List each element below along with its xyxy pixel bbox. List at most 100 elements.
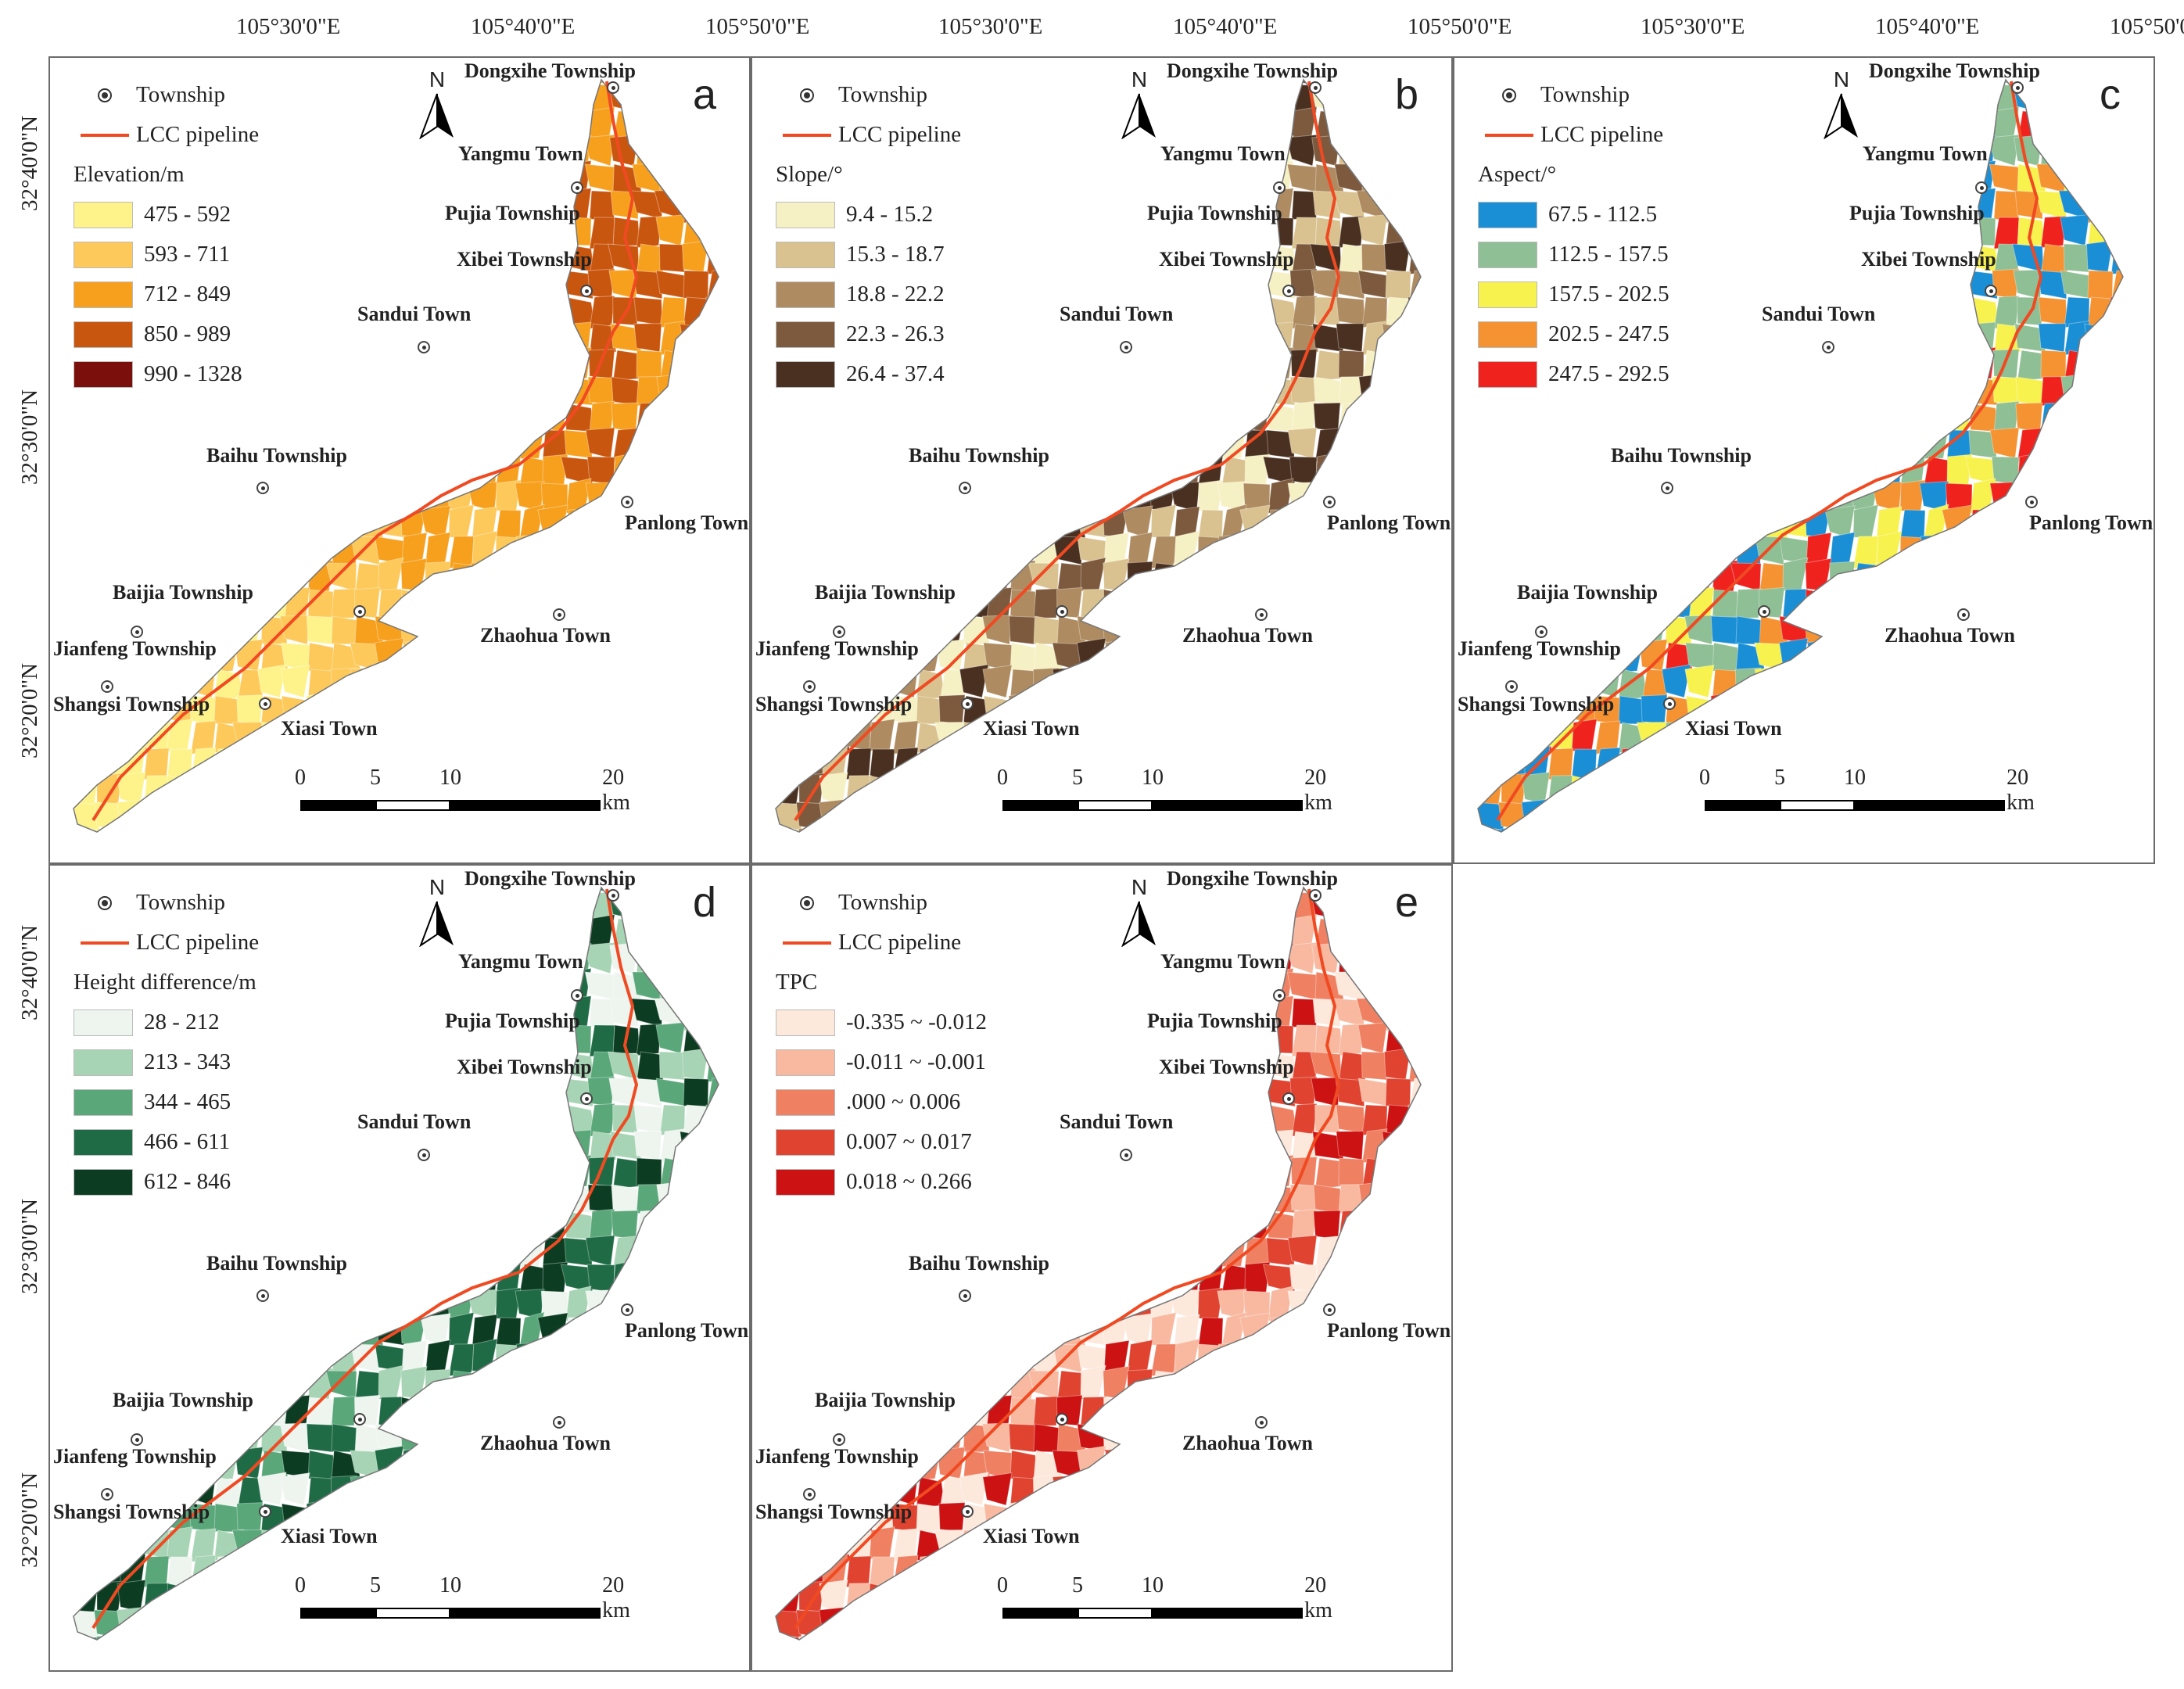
terrain-unit xyxy=(1338,1157,1365,1187)
terrain-unit xyxy=(1006,243,1036,273)
terrain-unit xyxy=(961,1370,989,1400)
terrain-unit xyxy=(1268,1370,1294,1400)
terrain-unit xyxy=(1408,722,1421,752)
terrain-unit xyxy=(1408,1450,1421,1483)
corridor-boundary xyxy=(73,886,719,1641)
terrain-unit xyxy=(1829,722,1856,751)
terrain-unit xyxy=(583,134,615,167)
terrain-unit xyxy=(705,1184,719,1214)
terrain-unit xyxy=(1006,482,1038,512)
map-legend: Township LCC pipeline Height difference/… xyxy=(74,883,259,1202)
terrain-unit xyxy=(349,137,381,167)
terrain-unit xyxy=(1782,665,1809,700)
terrain-unit xyxy=(231,610,264,645)
terrain-unit xyxy=(1826,589,1856,619)
terrain-unit xyxy=(115,480,146,512)
terrain-unit xyxy=(1778,637,1809,672)
north-arrow-icon xyxy=(1823,93,1858,140)
terrain-unit xyxy=(819,1606,848,1639)
terrain-unit xyxy=(1192,891,1226,921)
terrain-unit xyxy=(986,345,1013,379)
terrain-unit xyxy=(2017,588,2043,619)
terrain-unit xyxy=(1501,453,1527,486)
terrain-unit xyxy=(1078,1184,1106,1214)
terrain-unit xyxy=(260,1317,287,1347)
legend-class-label: 0.018 ~ 0.266 xyxy=(846,1169,972,1194)
terrain-unit xyxy=(1335,716,1365,751)
terrain-unit xyxy=(493,1501,522,1533)
terrain-unit xyxy=(167,1210,196,1240)
terrain-unit xyxy=(400,1423,429,1453)
terrain-unit xyxy=(540,1127,568,1160)
terrain-unit xyxy=(2017,638,2043,674)
town-label: Xibei Township xyxy=(1159,1056,1294,1078)
terrain-unit xyxy=(448,1131,478,1161)
terrain-unit xyxy=(1361,243,1388,273)
terrain-unit xyxy=(255,888,287,895)
terrain-unit xyxy=(1268,1503,1297,1537)
terrain-unit xyxy=(74,1528,99,1561)
terrain-unit xyxy=(1147,348,1177,379)
terrain-unit xyxy=(260,1157,289,1187)
terrain-unit xyxy=(1336,828,1365,832)
terrain-unit xyxy=(1006,1633,1036,1640)
terrain-unit xyxy=(1314,638,1341,674)
terrain-unit xyxy=(1193,971,1224,1001)
terrain-unit xyxy=(1337,1289,1365,1320)
terrain-unit xyxy=(307,531,334,565)
terrain-unit xyxy=(1684,558,1715,592)
terrain-unit xyxy=(1080,557,1106,592)
terrain-unit xyxy=(683,801,712,832)
terrain-unit xyxy=(1806,185,1832,220)
terrain-unit xyxy=(472,828,500,832)
town-label: Baijia Township xyxy=(815,581,956,604)
terrain-unit xyxy=(518,1396,545,1429)
terrain-unit xyxy=(776,1076,778,1107)
terrain-unit xyxy=(659,137,688,167)
latitude-label: 32°20'0"N xyxy=(17,662,42,758)
terrain-unit xyxy=(445,348,475,379)
terrain-unit xyxy=(1078,376,1106,406)
terrain-unit xyxy=(493,374,522,406)
terrain-unit xyxy=(331,110,357,140)
terrain-unit xyxy=(1923,720,1949,751)
terrain-unit xyxy=(2015,376,2046,406)
terrain-unit xyxy=(563,80,592,113)
terrain-unit xyxy=(798,1210,825,1240)
terrain-unit xyxy=(1941,109,1973,140)
terrain-unit xyxy=(378,1259,404,1293)
panel-letter: d xyxy=(692,879,716,926)
terrain-unit xyxy=(330,376,359,406)
terrain-unit xyxy=(589,1370,615,1400)
terrain-unit xyxy=(963,775,990,806)
terrain-unit xyxy=(1336,536,1367,565)
legend-township: Township xyxy=(74,75,259,115)
terrain-unit xyxy=(677,1393,709,1426)
terrain-unit xyxy=(2015,827,2043,832)
terrain-unit xyxy=(1897,694,1926,725)
terrain-unit xyxy=(1829,427,1856,460)
north-arrow-icon xyxy=(1121,93,1156,140)
terrain-unit xyxy=(1759,270,1785,299)
legend-class: 15.3 - 18.7 xyxy=(776,235,961,274)
terrain-unit xyxy=(1361,1529,1389,1559)
terrain-unit xyxy=(729,1131,751,1160)
terrain-unit xyxy=(1286,823,1318,832)
terrain-unit xyxy=(1006,350,1037,379)
terrain-unit xyxy=(1733,828,1762,832)
terrain-unit xyxy=(1805,615,1833,645)
terrain-unit xyxy=(1174,918,1200,948)
terrain-unit xyxy=(1054,971,1083,1001)
terrain-unit xyxy=(636,945,662,975)
terrain-unit xyxy=(913,1290,944,1320)
terrain-unit xyxy=(1385,1529,1415,1560)
terrain-unit xyxy=(378,1396,404,1427)
terrain-unit xyxy=(74,347,76,382)
terrain-unit xyxy=(421,270,453,299)
scale-bar-label: 10 xyxy=(1844,766,1866,790)
terrain-unit xyxy=(472,1154,498,1187)
terrain-unit xyxy=(563,888,592,921)
terrain-unit xyxy=(513,669,545,698)
terrain-unit xyxy=(1078,399,1106,432)
terrain-unit xyxy=(1826,403,1856,432)
